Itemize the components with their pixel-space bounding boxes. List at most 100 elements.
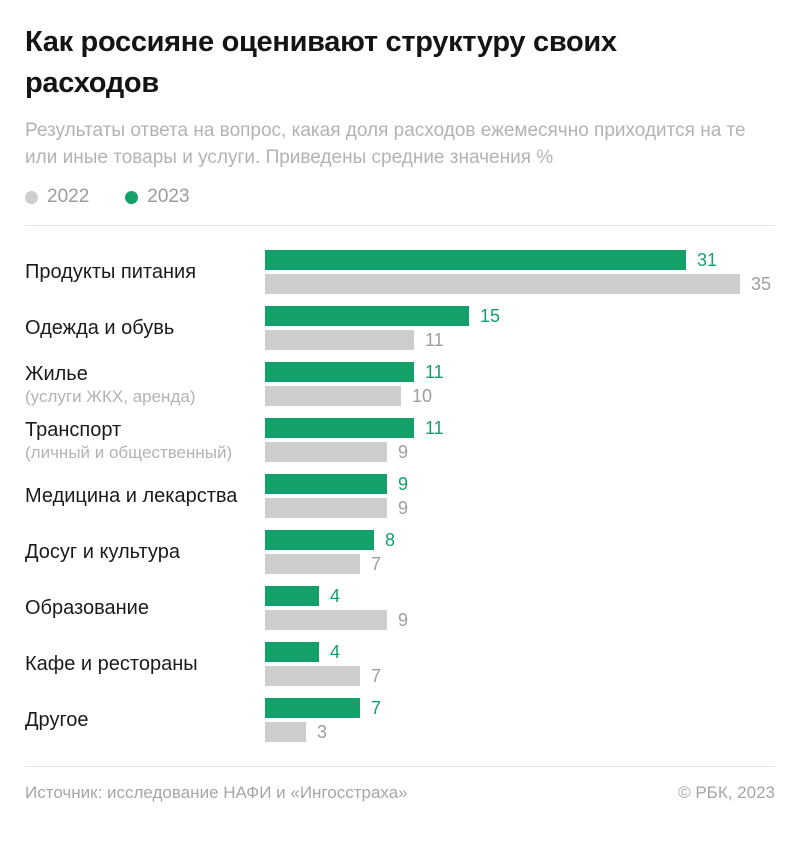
bar-2022 <box>265 498 387 518</box>
bar-value-2022: 35 <box>751 273 772 294</box>
bar-2023 <box>265 418 414 438</box>
chart-row: Продукты питания 31 35 <box>25 250 775 294</box>
bottom-divider <box>25 766 775 767</box>
category-label-main: Кафе и рестораны <box>25 653 198 675</box>
bar-line-2023: 7 <box>265 698 775 718</box>
bar-value-2022: 9 <box>398 609 409 630</box>
bar-2022 <box>265 386 401 406</box>
bar-line-2022: 7 <box>265 554 775 574</box>
category-label: Одежда и обувь <box>25 316 265 340</box>
chart-subtitle: Результаты ответа на вопрос, какая доля … <box>25 120 746 168</box>
bar-chart: Продукты питания 31 35 Одежда и обувь 15 11 Жи… <box>25 250 775 742</box>
chart-row: Кафе и рестораны 4 7 <box>25 642 775 686</box>
chart-row: Другое 7 3 <box>25 698 775 742</box>
bar-value-2023: 8 <box>385 529 396 550</box>
legend-label-2022: 2022 <box>47 186 90 207</box>
bar-2023 <box>265 698 360 718</box>
bar-group: 31 35 <box>265 250 775 294</box>
bar-value-2023: 31 <box>697 249 718 270</box>
bar-value-2022: 11 <box>425 329 444 350</box>
bar-value-2022: 9 <box>398 497 409 518</box>
chart-row: Одежда и обувь 15 11 <box>25 306 775 350</box>
legend-item-2022: 2022 <box>25 186 89 208</box>
page-title: Как россияне оценивают структуру своих р… <box>25 26 617 99</box>
bar-value-2022: 7 <box>371 665 382 686</box>
bar-2022 <box>265 442 387 462</box>
legend-dot-2022-icon <box>25 190 38 204</box>
bar-2022 <box>265 274 740 294</box>
category-label: Образование <box>25 596 265 620</box>
chart-row: Жилье (услуги ЖКХ, аренда) 11 10 <box>25 362 775 406</box>
bar-line-2023: 31 <box>265 250 775 270</box>
bar-line-2023: 15 <box>265 306 775 326</box>
category-label-main: Образование <box>25 597 149 619</box>
bar-line-2023: 4 <box>265 642 775 662</box>
bar-2023 <box>265 642 319 662</box>
bar-value-2023: 15 <box>480 305 501 326</box>
bar-line-2023: 8 <box>265 530 775 550</box>
bar-2022 <box>265 330 414 350</box>
bar-2023 <box>265 586 319 606</box>
bar-value-2023: 11 <box>425 417 444 438</box>
bar-2022 <box>265 610 387 630</box>
bar-line-2023: 11 <box>265 418 775 438</box>
chart-row: Медицина и лекарства 9 9 <box>25 474 775 518</box>
bar-value-2023: 4 <box>330 641 341 662</box>
bar-2022 <box>265 722 306 742</box>
bar-group: 11 10 <box>265 362 775 406</box>
category-label: Кафе и рестораны <box>25 652 265 676</box>
bar-2023 <box>265 474 387 494</box>
bar-line-2023: 4 <box>265 586 775 606</box>
bar-2023 <box>265 250 686 270</box>
chart-row: Досуг и культура 8 7 <box>25 530 775 574</box>
bar-value-2023: 4 <box>330 585 341 606</box>
legend-dot-2023-icon <box>125 190 139 204</box>
top-divider <box>25 225 775 226</box>
bar-value-2023: 7 <box>371 697 382 718</box>
bar-line-2022: 9 <box>265 498 775 518</box>
category-label: Другое <box>25 708 265 732</box>
category-label-main: Другое <box>25 709 89 731</box>
chart-footer: Источник: исследование НАФИ и «Ингосстра… <box>25 783 775 803</box>
bar-line-2022: 10 <box>265 386 775 406</box>
bar-value-2022: 7 <box>371 553 382 574</box>
category-label-main: Продукты питания <box>25 261 197 283</box>
category-label: Медицина и лекарства <box>25 484 265 508</box>
bar-group: 15 11 <box>265 306 775 350</box>
bar-value-2023: 9 <box>398 473 409 494</box>
chart-row: Транспорт (личный и общественный) 11 9 <box>25 418 775 462</box>
chart-legend: 2022 2023 <box>25 186 775 208</box>
infographic-card: Как россияне оценивают структуру своих р… <box>0 22 800 803</box>
bar-2022 <box>265 666 360 686</box>
bar-2022 <box>265 554 360 574</box>
category-label: Жилье (услуги ЖКХ, аренда) <box>25 362 265 407</box>
bar-line-2022: 9 <box>265 610 775 630</box>
legend-item-2023: 2023 <box>125 186 190 208</box>
bar-line-2022: 3 <box>265 722 775 742</box>
bar-line-2023: 11 <box>265 362 775 382</box>
category-label-main: Одежда и обувь <box>25 317 175 339</box>
bar-line-2022: 7 <box>265 666 775 686</box>
category-label: Досуг и культура <box>25 540 265 564</box>
source-credit: Источник: исследование НАФИ и «Ингосстра… <box>25 783 408 802</box>
chart-row: Образование 4 9 <box>25 586 775 630</box>
legend-label-2023: 2023 <box>147 186 190 207</box>
bar-value-2022: 9 <box>398 441 409 462</box>
bar-line-2022: 9 <box>265 442 775 462</box>
bar-value-2023: 11 <box>425 361 444 382</box>
bar-value-2022: 3 <box>317 721 328 742</box>
category-label: Продукты питания <box>25 260 265 284</box>
category-label-main: Медицина и лекарства <box>25 485 238 507</box>
bar-2023 <box>265 362 414 382</box>
bar-line-2022: 11 <box>265 330 775 350</box>
bar-line-2022: 35 <box>265 274 775 294</box>
category-label: Транспорт (личный и общественный) <box>25 418 265 463</box>
bar-2023 <box>265 306 469 326</box>
category-label-sub: (услуги ЖКХ, аренда) <box>25 386 196 406</box>
category-label-sub: (личный и общественный) <box>25 442 233 462</box>
